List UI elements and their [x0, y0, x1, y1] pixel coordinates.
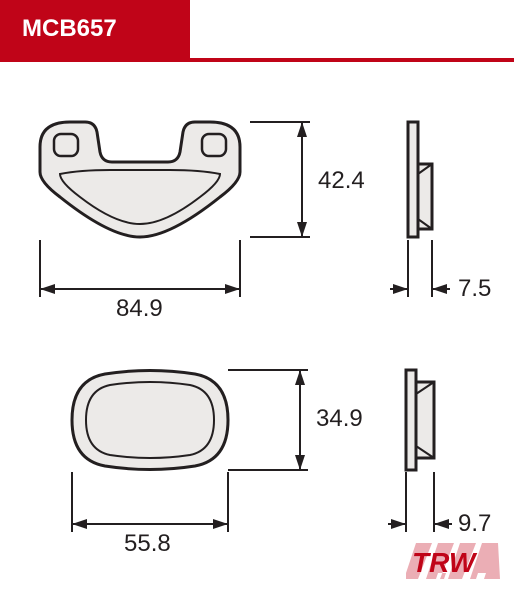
logo-text: TRW: [412, 547, 478, 578]
dim-bottom-thick: 9.7: [458, 510, 491, 538]
dim-top-thick: 7.5: [458, 275, 491, 303]
header-block: MCB657: [0, 0, 186, 58]
dim-top-width: 84.9: [116, 295, 163, 323]
dim-bottom-width: 55.8: [124, 530, 171, 558]
divider-vertical: [186, 0, 190, 58]
part-number: MCB657: [22, 15, 117, 43]
dim-bottom-height: 34.9: [316, 405, 363, 433]
trw-logo: TRW: [406, 541, 500, 586]
drawing-stage: 42.4 84.9 7.5 34.9 55: [0, 62, 514, 600]
dim-top-height: 42.4: [318, 167, 365, 195]
pad-top-dims: [0, 62, 514, 322]
